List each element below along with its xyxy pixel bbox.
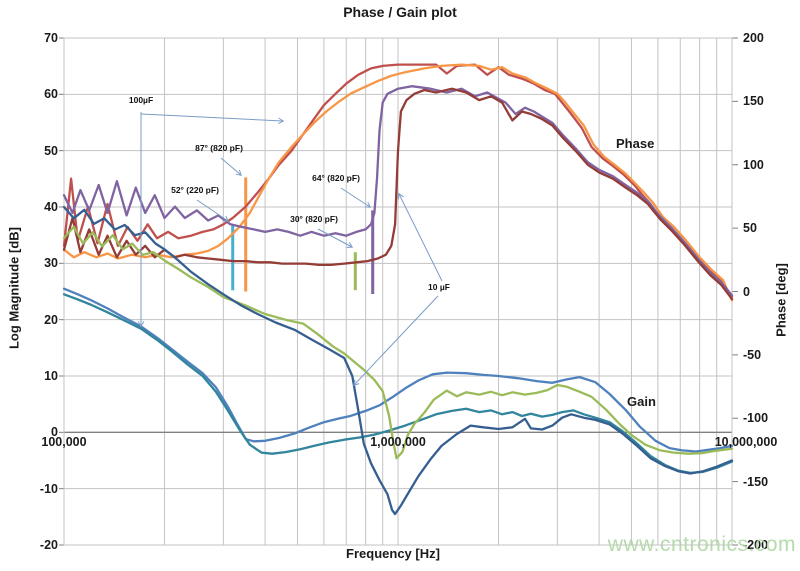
phase-series-label: Phase xyxy=(616,136,655,151)
annotation-label: 87° (820 pF) xyxy=(195,143,243,153)
annotation-arrow-1 xyxy=(220,157,243,176)
annotation-arrow-5 xyxy=(353,295,439,386)
y-left-tick-label: 10 xyxy=(44,369,58,383)
y-left-tick-label: 70 xyxy=(44,31,58,45)
y-left-tick-label: 50 xyxy=(44,143,58,158)
y-left-tick-label: 40 xyxy=(44,200,58,214)
phase-margin-markers xyxy=(231,177,375,295)
annotation-label: 30° (820 pF) xyxy=(290,214,338,224)
x-tick-label: 100,000 xyxy=(41,435,87,450)
x-axis-title: Frequency [Hz] xyxy=(346,546,440,561)
series-phase-red xyxy=(62,63,734,298)
watermark: www.cntronics.com xyxy=(607,533,796,556)
annotation-arrows xyxy=(137,112,443,386)
x-tick-label: 10,000,000 xyxy=(714,435,778,450)
y-right-tick-label: 50 xyxy=(743,221,757,236)
y-left-tick-label: 60 xyxy=(44,87,58,102)
annotation-arrow-0 xyxy=(140,113,285,125)
y-right-tick-label: 0 xyxy=(743,284,750,299)
series-phase-purple xyxy=(62,85,734,297)
y-right-tick-label: 100 xyxy=(743,157,764,172)
y-left-tick-label: 30 xyxy=(44,256,58,271)
y-right-tick-label: 200 xyxy=(743,31,764,45)
series-gain-teal xyxy=(62,293,734,475)
annotation-arrow-4 xyxy=(317,228,354,248)
annotation-arrow-3 xyxy=(340,187,372,208)
y-left-tick-label: -20 xyxy=(39,538,58,552)
annotation-arrow-5 xyxy=(398,192,443,282)
series-phase-darkred xyxy=(62,87,734,301)
annotation-label: 64° (820 pF) xyxy=(312,173,360,183)
gain-series-label: Gain xyxy=(627,394,656,409)
x-tick-label: 1,000,000 xyxy=(370,435,426,450)
chart-title: Phase / Gain plot xyxy=(343,4,457,20)
y-right-axis-title: Phase [deg] xyxy=(773,263,789,337)
annotation-label: 100µF xyxy=(128,95,154,105)
y-left-tick-label: -10 xyxy=(39,481,58,496)
y-right-tick-label: -50 xyxy=(743,347,762,362)
gridlines xyxy=(59,37,738,546)
y-right-tick-label: -200 xyxy=(743,538,769,552)
series-gain-navy xyxy=(62,205,734,516)
y-right-tick-label: -100 xyxy=(743,411,769,426)
y-right-tick-label: 150 xyxy=(743,94,764,109)
annotation-arrow-2 xyxy=(196,199,230,222)
y-left-tick-label: 20 xyxy=(44,312,58,327)
y-left-axis-title: Log Magnitude [dB] xyxy=(6,226,22,350)
annotation-label: 10 µF xyxy=(428,282,450,292)
y-right-tick-label: -150 xyxy=(743,474,769,489)
annotation-label: 52° (220 pF) xyxy=(171,185,219,195)
y-left-tick-label: 0 xyxy=(51,425,58,440)
series-gain-green xyxy=(62,225,734,460)
